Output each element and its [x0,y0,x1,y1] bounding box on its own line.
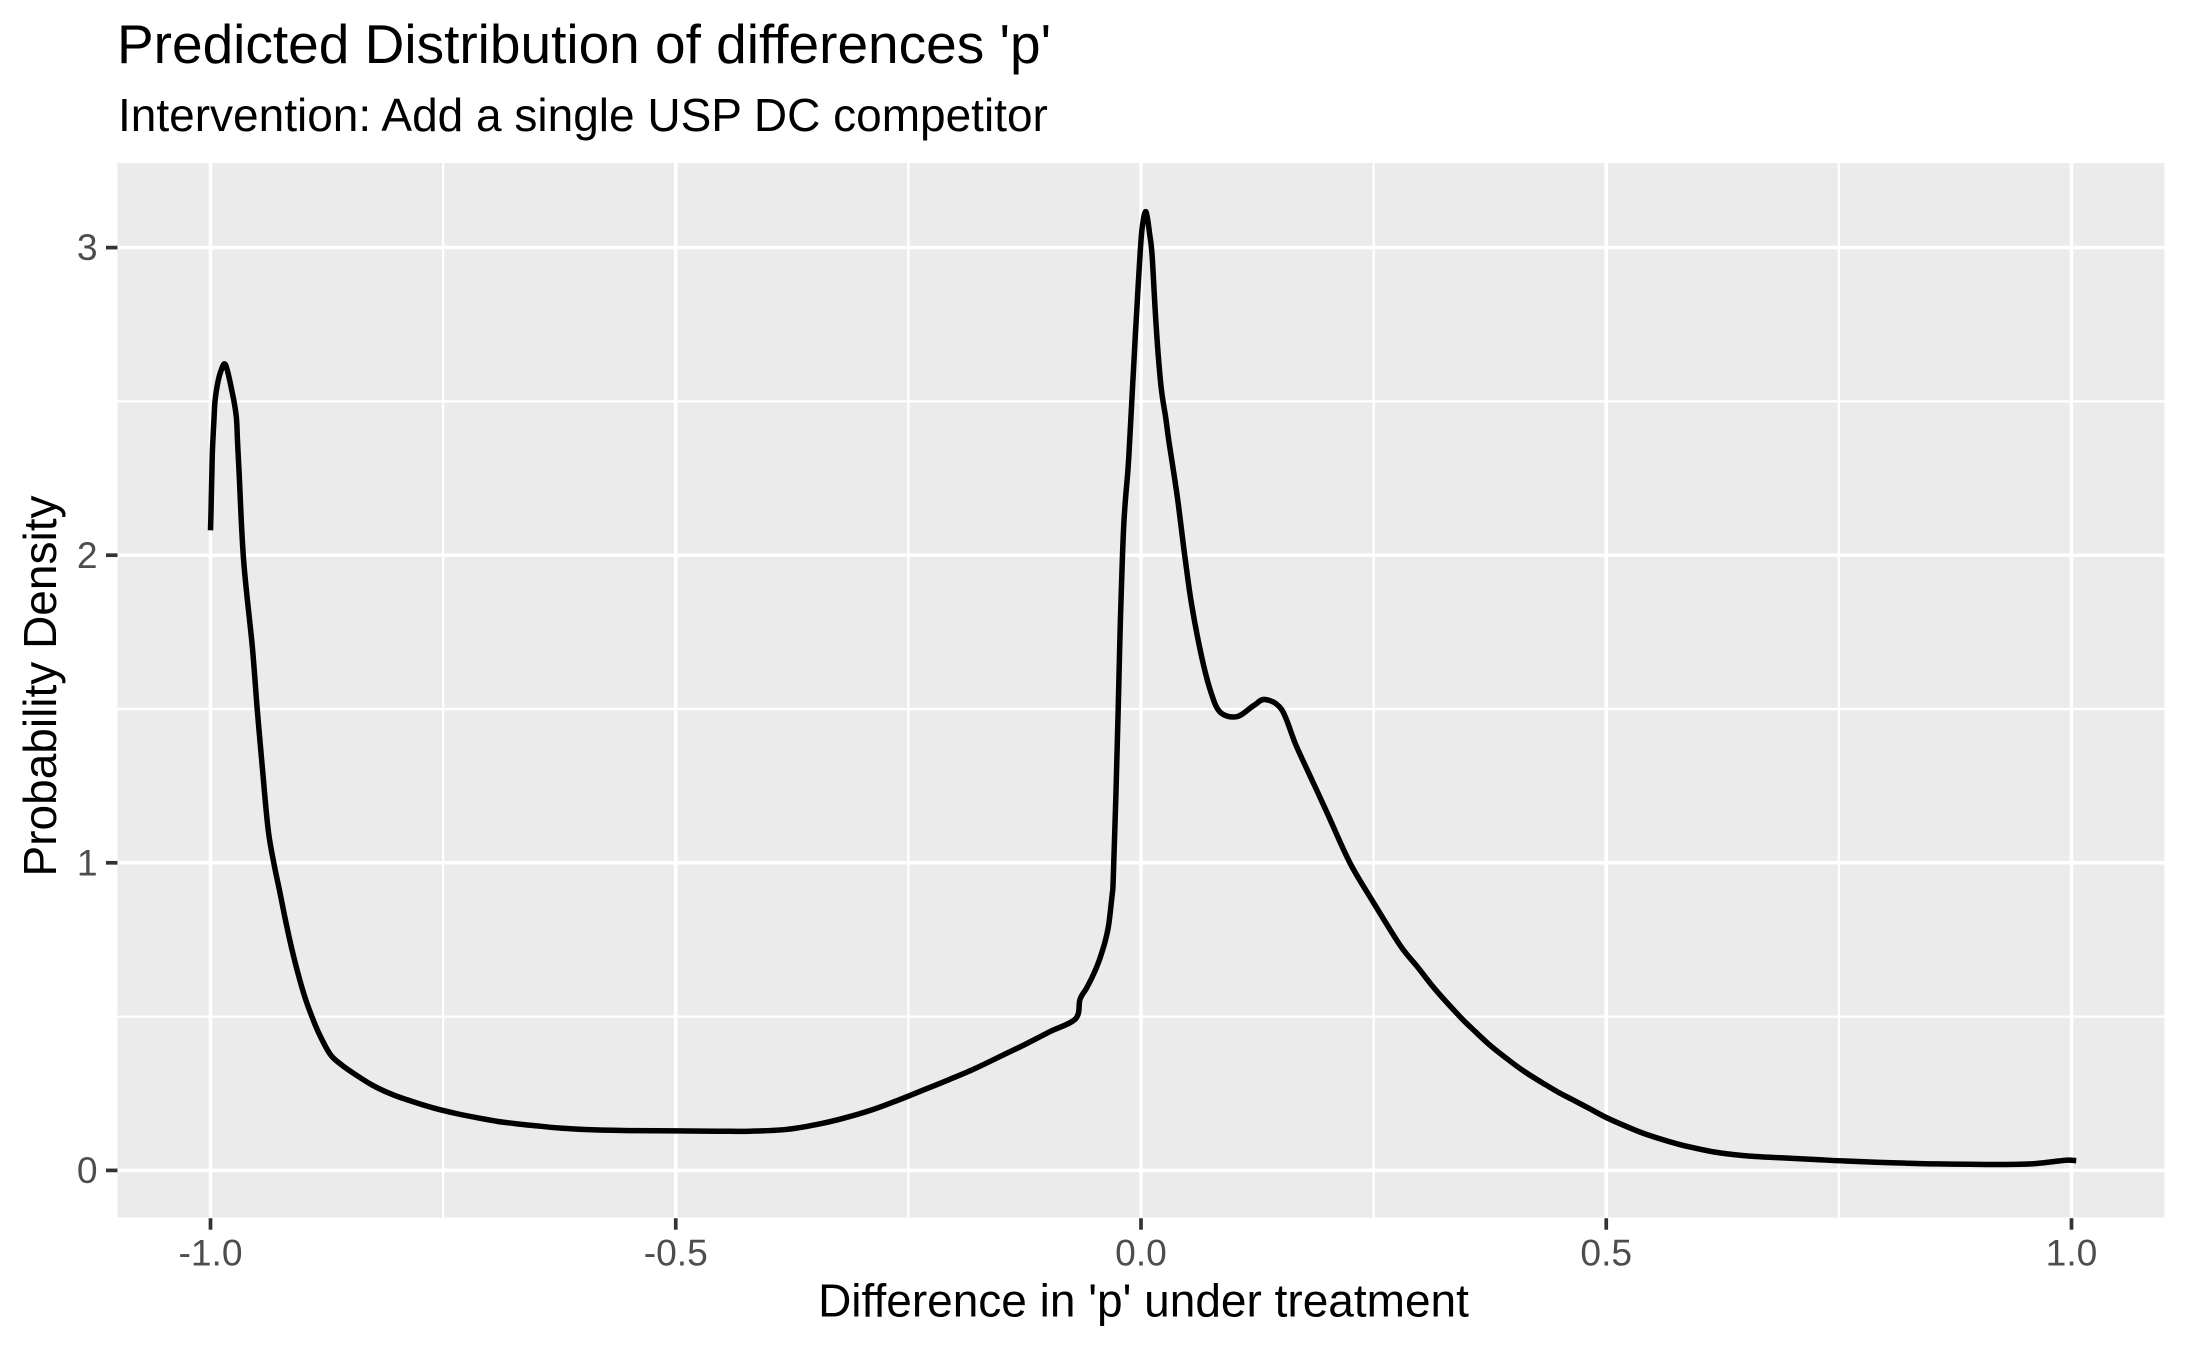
svg-text:Intervention: Add a single USP: Intervention: Add a single USP DC compet… [118,89,1048,141]
svg-text:-0.5: -0.5 [644,1232,708,1274]
svg-text:Difference in 'p' under treatm: Difference in 'p' under treatment [818,1275,1469,1327]
svg-text:1.0: 1.0 [2046,1232,2098,1274]
svg-text:0.5: 0.5 [1580,1232,1632,1274]
svg-text:Predicted Distribution of diff: Predicted Distribution of differences 'p… [117,13,1051,75]
svg-text:0.0: 0.0 [1115,1232,1167,1274]
svg-text:1: 1 [77,841,98,883]
svg-text:3: 3 [77,226,98,268]
svg-text:2: 2 [77,534,98,576]
svg-text:Probability Density: Probability Density [14,496,66,877]
svg-text:-1.0: -1.0 [178,1232,242,1274]
svg-text:0: 0 [77,1149,98,1191]
